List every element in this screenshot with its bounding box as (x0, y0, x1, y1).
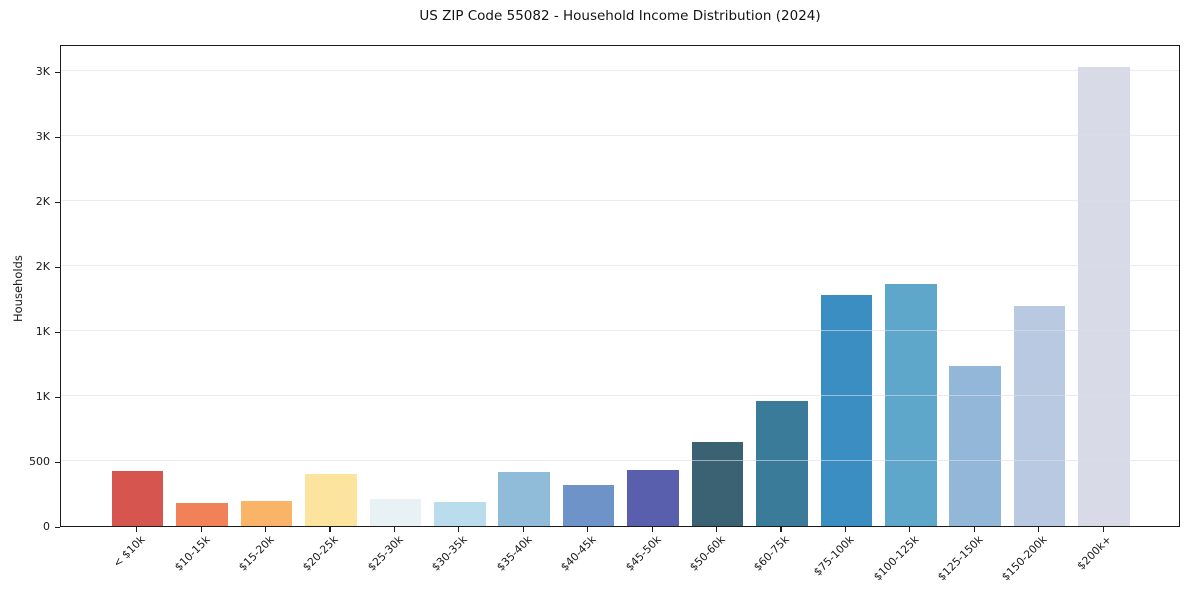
x-tick-label-text: $35-40k (493, 533, 535, 574)
y-tick-mark (55, 331, 60, 333)
x-tick-mark (909, 527, 911, 532)
x-tick-mark (780, 527, 782, 532)
x-tick-mark (522, 527, 524, 532)
x-tick-mark (458, 527, 460, 532)
bar-6 (434, 501, 486, 526)
y-tick-mark (55, 461, 60, 463)
bar-12 (820, 295, 873, 526)
x-tick-label-text: $30-35k (429, 533, 470, 574)
y-tick-label: 0 (43, 520, 50, 533)
x-tick-mark (136, 527, 138, 532)
x-tick-mark (1038, 527, 1040, 532)
y-tick-label: 2K (35, 195, 50, 209)
bar-1 (111, 471, 164, 526)
x-tick-mark (844, 527, 847, 532)
x-tick-label-text: $45-50k (622, 533, 664, 574)
x-tick-mark (393, 527, 395, 532)
bar-14 (949, 365, 1001, 526)
bar-8 (562, 485, 615, 526)
plot-area (60, 45, 1180, 527)
y-tick-label: 1K (35, 325, 50, 339)
x-tick-label-text: $20-25k (300, 533, 342, 574)
x-tick-label-text: $50-60k (687, 533, 728, 574)
x-tick-mark (973, 527, 975, 532)
bar-7 (498, 472, 550, 526)
x-tick-label-text: $25-30k (364, 533, 406, 574)
x-tick-mark (715, 527, 718, 532)
x-tick-label-text: $40-45k (558, 533, 599, 574)
bar-11 (756, 400, 808, 526)
x-tick-mark (587, 527, 589, 532)
y-tick-label: 1K (35, 390, 50, 404)
bar-9 (627, 470, 679, 526)
bar-10 (691, 441, 744, 526)
bar-5 (369, 498, 422, 526)
x-tick-mark (329, 527, 331, 532)
bars-layer (61, 46, 1179, 526)
x-tick-label-text: $125-150k (935, 533, 986, 584)
y-tick-label: 500 (29, 455, 50, 469)
y-tick-mark (55, 266, 60, 268)
y-tick-label: 3K (35, 65, 50, 79)
x-tick-label-text: $150-200k (999, 533, 1050, 584)
bar-16 (1078, 67, 1130, 526)
x-tick-label-text: $15-20k (235, 533, 277, 574)
bar-4 (305, 474, 357, 526)
x-tick-label-text: $100-125k (870, 533, 921, 584)
x-tick-label-text: $200k+ (1074, 533, 1115, 573)
x-tick-mark (264, 527, 267, 532)
y-tick-mark (55, 136, 60, 138)
x-tick-mark (651, 527, 653, 532)
x-tick-label-text: $10-15k (171, 533, 213, 574)
x-tick-label-text: $75-100k (811, 533, 857, 579)
bar-15 (1013, 306, 1066, 526)
y-tick-label: 2K (35, 260, 50, 274)
chart-title: US ZIP Code 55082 - Household Income Dis… (419, 8, 821, 24)
y-tick-mark (55, 526, 60, 528)
bar-13 (885, 283, 937, 526)
bar-3 (240, 501, 293, 526)
y-tick-mark (55, 201, 60, 203)
x-tick-label-text: < $10k (110, 533, 148, 571)
x-tick-label-text: $60-75k (751, 533, 793, 574)
bar-2 (176, 502, 228, 526)
y-tick-label: 3K (35, 130, 50, 144)
y-tick-mark (55, 71, 60, 73)
x-tick-mark (200, 527, 202, 532)
x-tick-mark (1102, 527, 1104, 532)
y-tick-mark (55, 396, 60, 398)
